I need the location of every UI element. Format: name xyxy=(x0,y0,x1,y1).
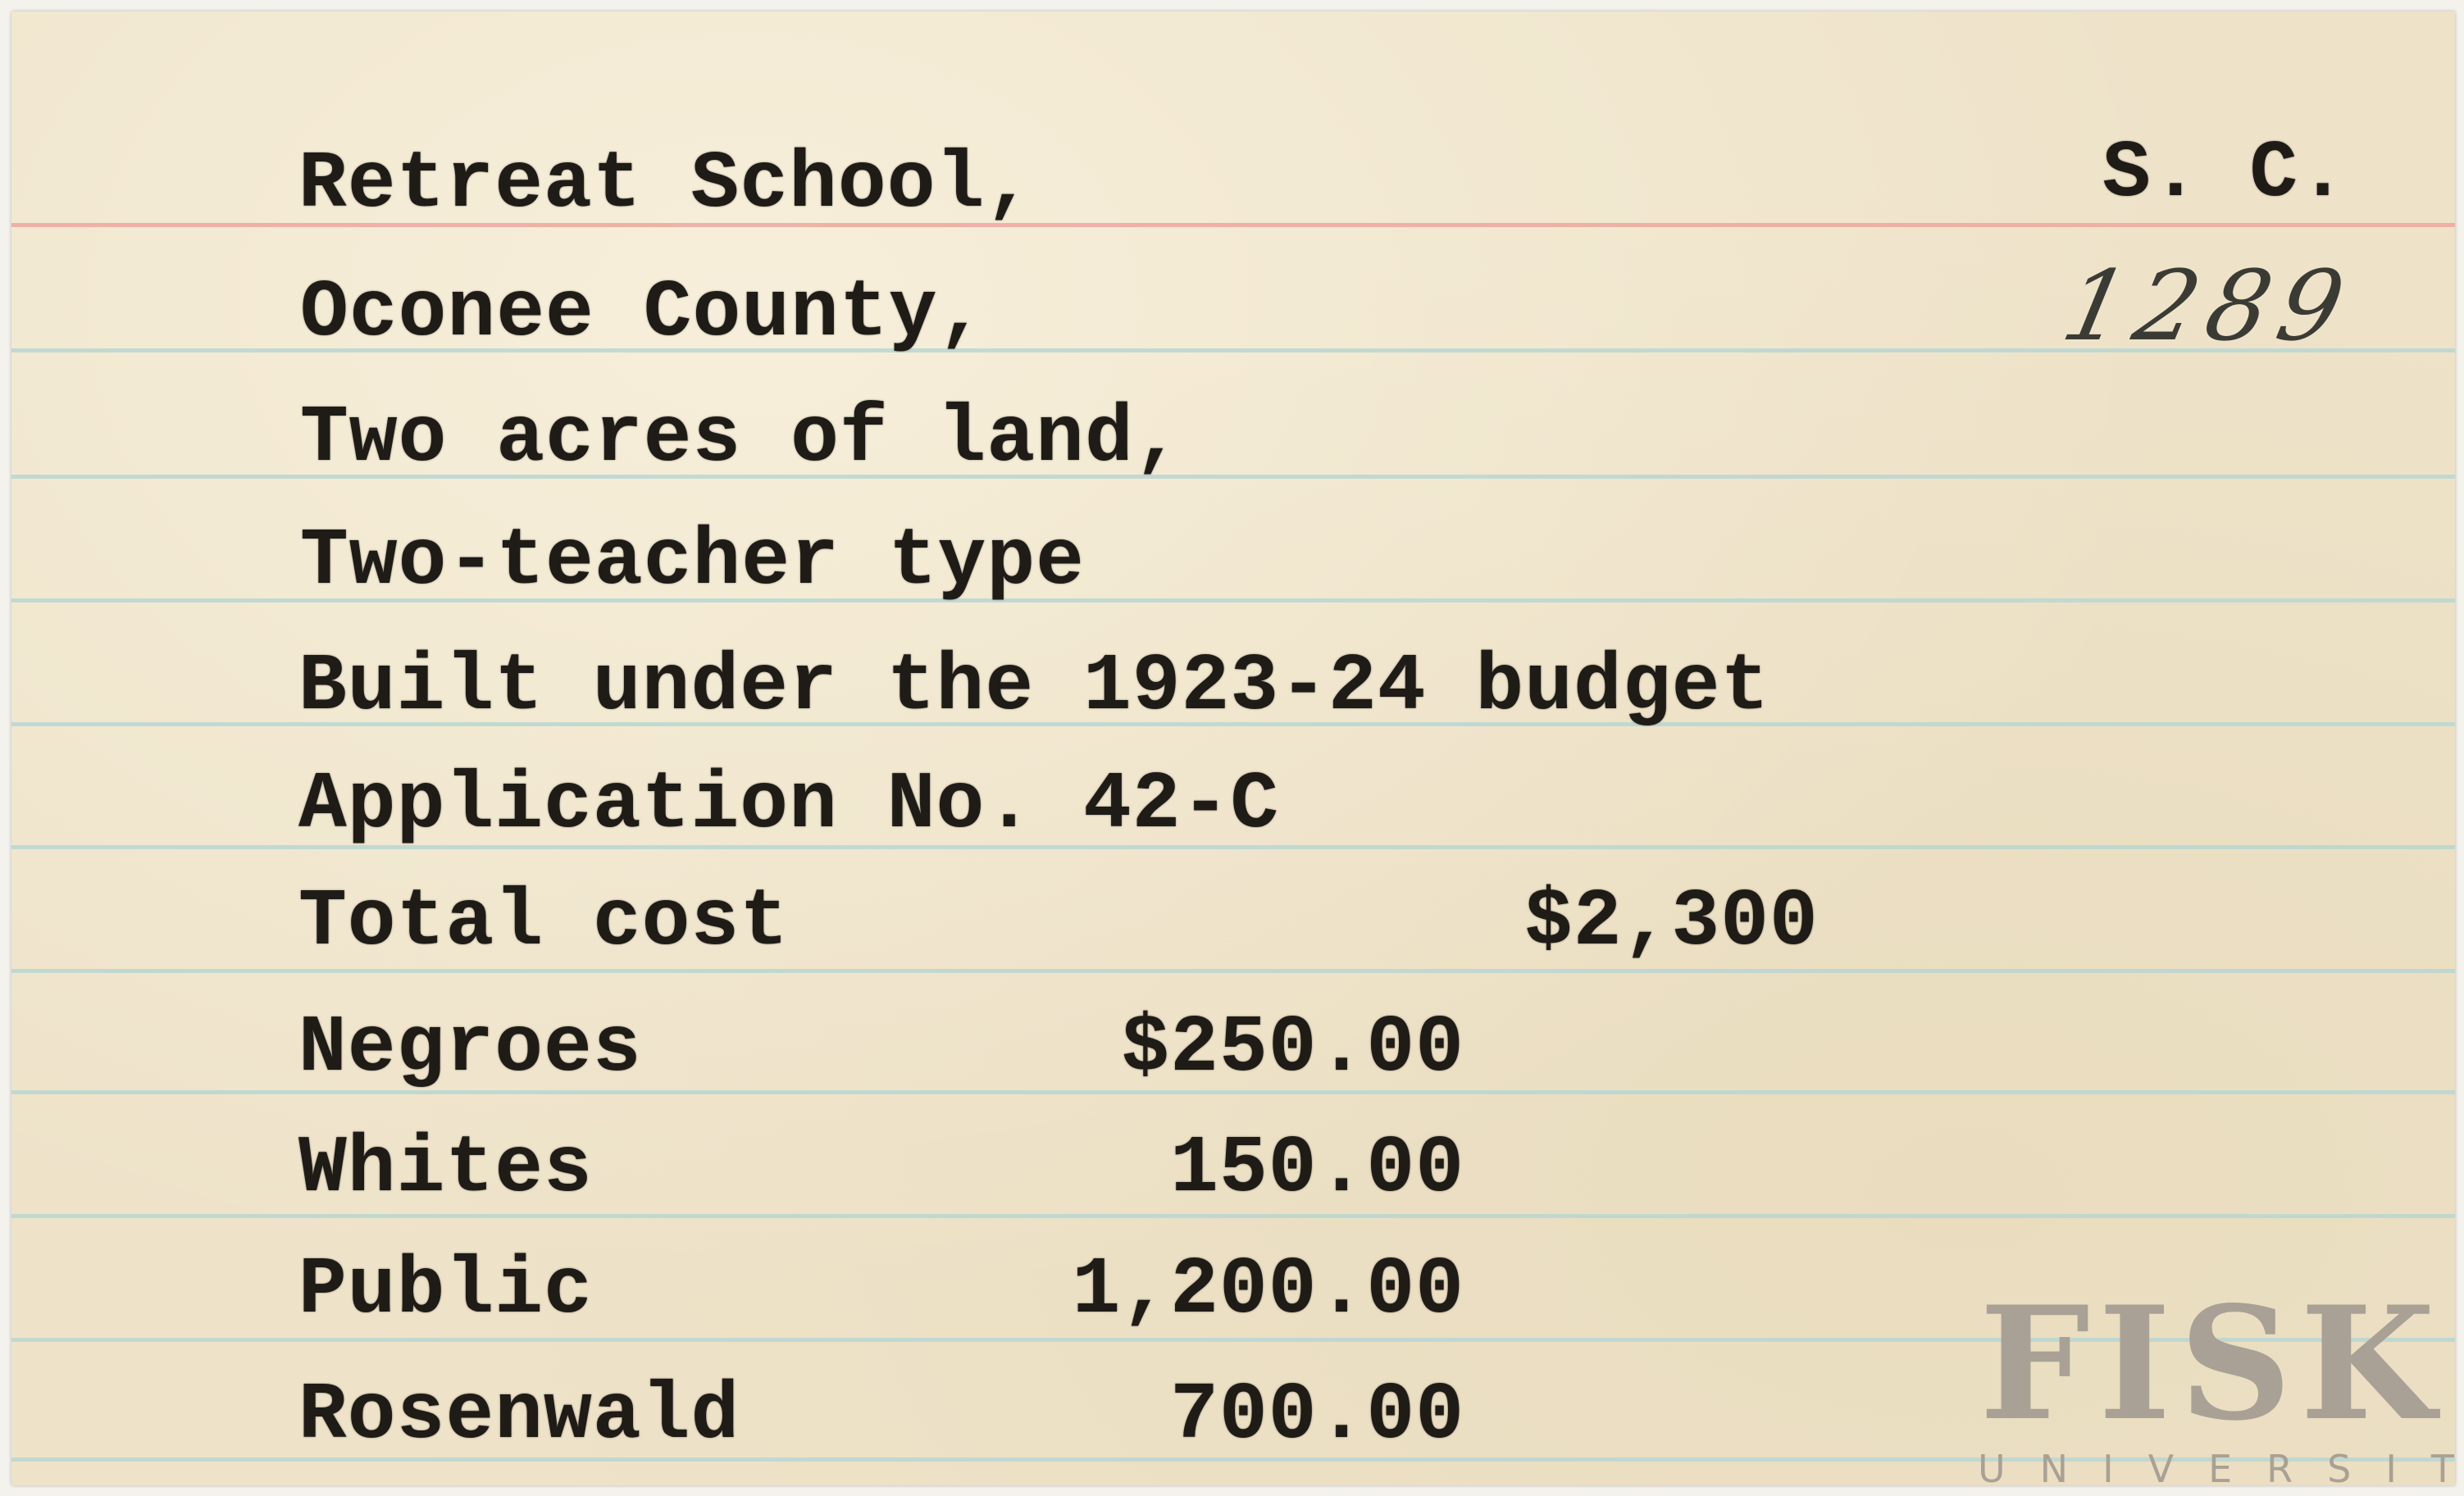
fisk-university-watermark-logo: FISK UNIVERSITY xyxy=(1978,1272,2464,1492)
contribution-label-whites: Whites xyxy=(298,1124,593,1215)
contribution-label-negroes: Negroes xyxy=(298,1003,642,1094)
blue-rule xyxy=(11,1090,2455,1094)
blue-rule xyxy=(11,1214,2455,1218)
index-card: Retreat School, S. C. 1289 Oconee County… xyxy=(11,11,2464,1491)
blue-rule xyxy=(11,722,2455,726)
contribution-amount-negroes: $250.00 xyxy=(1121,1003,1464,1094)
blue-rule xyxy=(11,845,2455,849)
total-cost-amount: $2,300 xyxy=(1524,877,1819,968)
blue-rule xyxy=(11,598,2455,602)
blue-rule xyxy=(11,475,2455,479)
land: Two acres of land, xyxy=(300,393,1183,484)
budget-year: Built under the 1923-24 budget xyxy=(298,642,1770,733)
watermark-name: FISK xyxy=(1979,1272,2444,1455)
contribution-label-public: Public xyxy=(298,1245,593,1336)
contribution-label-rosenwald: Rosenwald xyxy=(298,1371,740,1462)
blue-rule xyxy=(11,348,2455,352)
contribution-amount-public: 1,200.00 xyxy=(1072,1245,1464,1336)
county: Oconee County, xyxy=(300,268,987,359)
blue-rule xyxy=(11,1338,2455,1342)
red-header-rule xyxy=(11,223,2455,227)
total-cost-label: Total cost xyxy=(298,877,790,968)
handwritten-card-number: 1289 xyxy=(2053,249,2363,362)
contribution-amount-whites: 150.00 xyxy=(1170,1124,1464,1215)
blue-rule xyxy=(11,1457,2455,1462)
state-abbreviation: S. C. xyxy=(2102,129,2348,220)
application-number: Application No. 42-C xyxy=(298,760,1280,851)
school-name: Retreat School, xyxy=(298,139,1035,230)
blue-rule xyxy=(11,969,2455,973)
watermark-subtitle: UNIVERSITY xyxy=(1978,1447,2464,1491)
contribution-amount-rosenwald: 700.00 xyxy=(1170,1371,1464,1462)
school-type: Two-teacher type xyxy=(300,516,1085,607)
